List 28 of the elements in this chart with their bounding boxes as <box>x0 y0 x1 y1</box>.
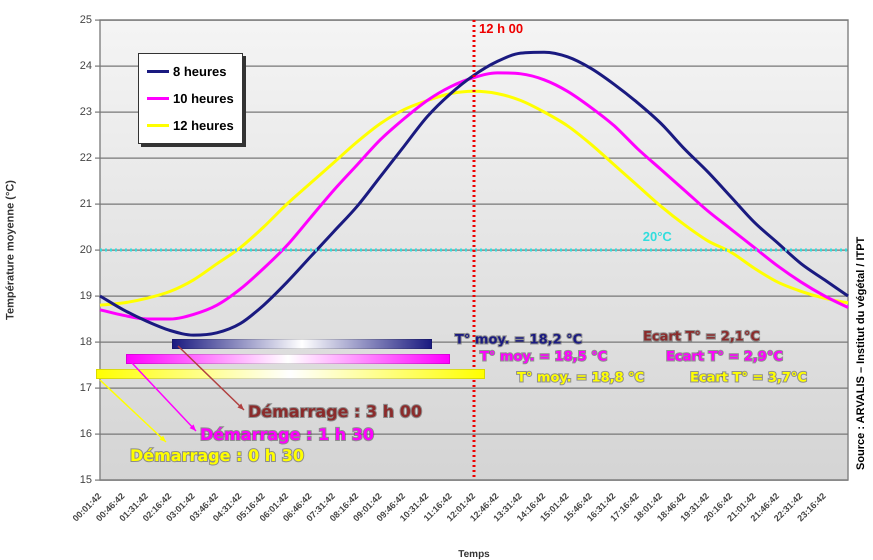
x-axis-title: Temps <box>458 548 490 560</box>
annotation: T° moy. = 18,2 °C <box>455 332 582 348</box>
y-tick-label: 23 <box>80 106 92 118</box>
annotation: Démarrage : 3 h 00 <box>248 402 422 422</box>
annotation: T° moy. = 18,5 °C <box>480 349 608 364</box>
y-tick-label: 18 <box>80 336 92 348</box>
ref-line-label: 12 h 00 <box>479 21 524 36</box>
y-axis-title: Température moyenne (°C) <box>4 180 17 320</box>
y-tick-label: 19 <box>80 290 92 302</box>
y-tick-label: 24 <box>80 60 92 72</box>
source-note: Source : ARVALIS – Institut du végétal / ITPT <box>855 236 868 470</box>
y-tick-label: 21 <box>80 198 92 210</box>
y-tick-label: 22 <box>80 152 92 164</box>
annotation: T° moy. = 18,8 °C <box>517 370 644 386</box>
y-tick-label: 16 <box>80 428 92 440</box>
y-tick-label: 17 <box>80 382 92 394</box>
ref-line-label: 20°C <box>642 229 672 244</box>
y-tick-label: 25 <box>80 14 92 26</box>
annotation: Ecart T° = 2,9°C <box>666 349 783 364</box>
annotation: Ecart T° = 3,7°C <box>690 370 807 386</box>
legend-label: 12 heures <box>173 118 234 133</box>
y-tick-label: 20 <box>80 244 92 256</box>
legend-label: 10 heures <box>173 91 234 106</box>
annotation: Ecart T° = 2,1°C <box>643 329 760 344</box>
legend-label: 8 heures <box>173 64 226 79</box>
annotation: Démarrage : 1 h 30 <box>200 425 374 444</box>
annotation: Démarrage : 0 h 30 <box>130 446 304 466</box>
y-tick-label: 15 <box>80 474 92 486</box>
